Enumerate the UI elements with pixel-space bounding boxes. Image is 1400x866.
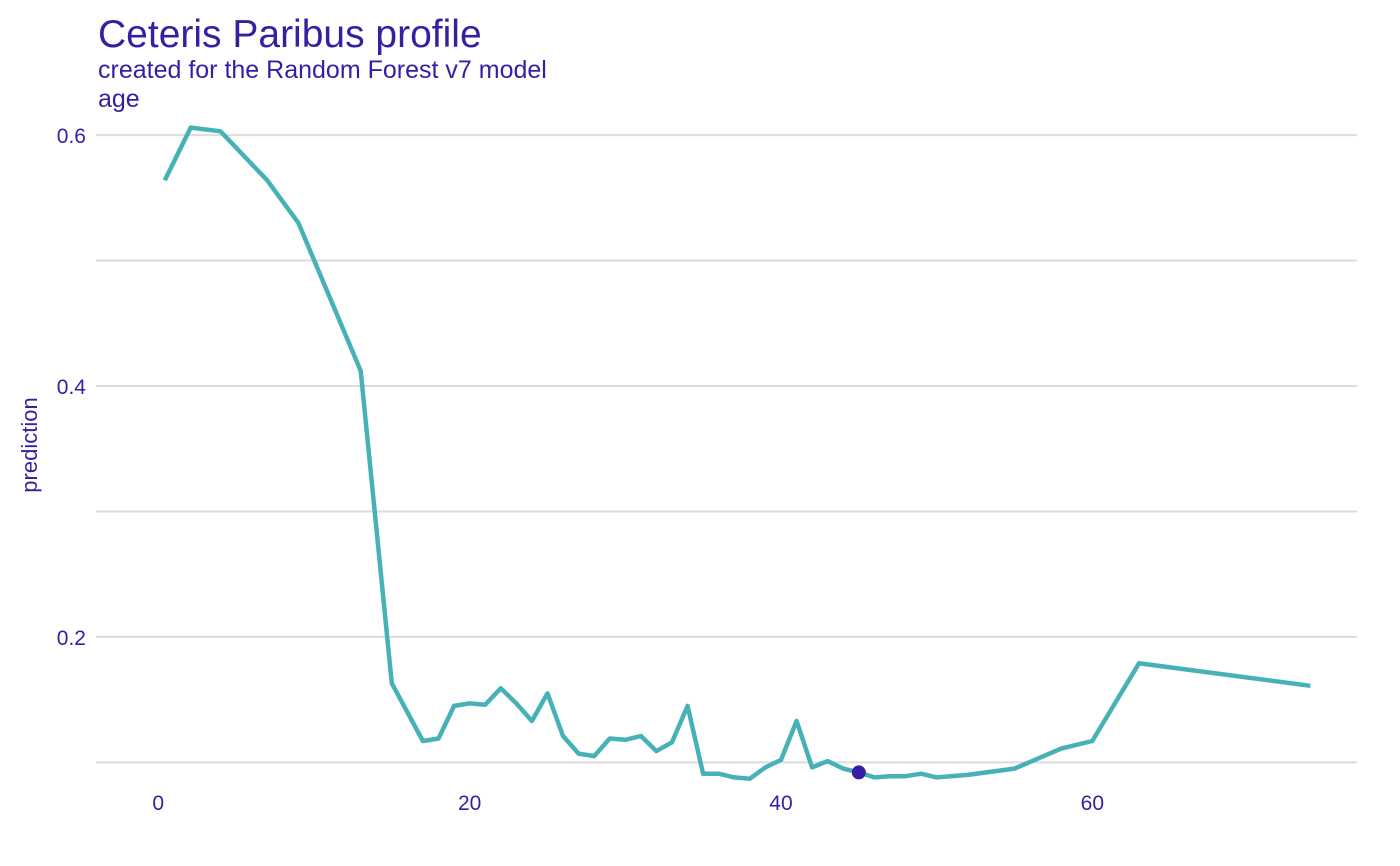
series-layer bbox=[162, 125, 1311, 781]
y-tick-label: 0.6 bbox=[57, 125, 86, 148]
grid-layer bbox=[96, 134, 1357, 764]
panel-label: age bbox=[98, 85, 140, 113]
chart-subtitle: created for the Random Forest v7 model bbox=[98, 56, 547, 84]
profile-line bbox=[162, 125, 1311, 781]
x-tick-label: 40 bbox=[769, 792, 792, 815]
x-tick-label: 60 bbox=[1081, 792, 1104, 815]
x-tick-label: 20 bbox=[458, 792, 481, 815]
chart-title: Ceteris Paribus profile bbox=[98, 13, 482, 56]
x-tick-label: 0 bbox=[152, 792, 164, 815]
observation-point bbox=[851, 765, 866, 780]
x-tick-labels: 0 20 40 60 bbox=[152, 792, 1104, 815]
observation-layer bbox=[851, 765, 866, 780]
y-tick-labels: 0.2 0.4 0.6 bbox=[57, 125, 87, 650]
y-tick-label: 0.2 bbox=[57, 627, 86, 650]
y-tick-label: 0.4 bbox=[57, 376, 87, 399]
